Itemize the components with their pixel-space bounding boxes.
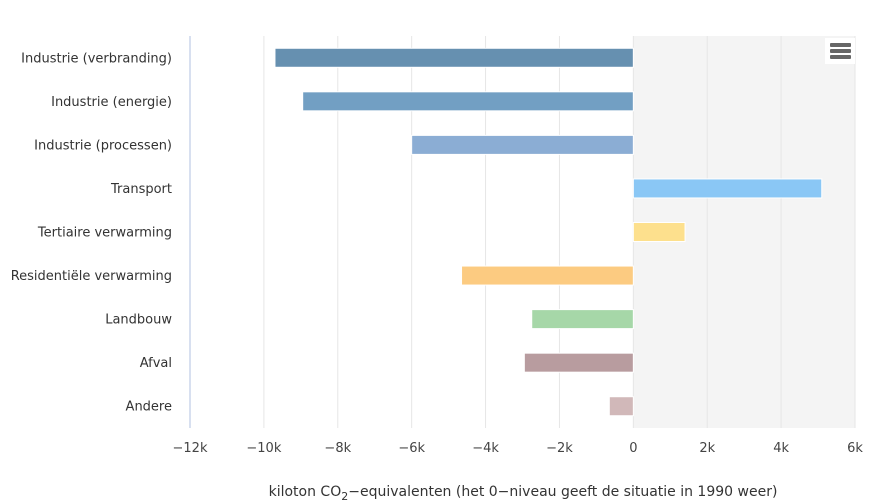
x-axis-title-rest: −equivalenten (het 0−niveau geeft de sit… [348, 484, 777, 500]
category-label: Industrie (verbranding) [21, 51, 172, 66]
x-tick-label: −8k [324, 441, 351, 456]
x-axis-title-main: kiloton CO [269, 484, 342, 500]
category-label: Andere [126, 400, 172, 415]
hamburger-menu-icon[interactable] [825, 38, 855, 64]
x-tick-label: 6k [847, 441, 863, 456]
x-tick-label: 4k [773, 441, 789, 456]
bar[interactable] [608, 396, 634, 417]
bar[interactable] [461, 265, 634, 286]
menu-line [830, 49, 851, 53]
category-label: Industrie (energie) [51, 95, 172, 110]
bars [274, 47, 823, 417]
menu-line [830, 43, 851, 47]
bar[interactable] [523, 352, 634, 373]
bar[interactable] [531, 309, 634, 330]
bar[interactable] [411, 134, 634, 155]
menu-line [830, 55, 851, 59]
x-tick-label: −10k [246, 441, 281, 456]
category-label: Transport [110, 182, 172, 197]
x-tick-label: 0 [629, 441, 637, 456]
x-tick-label: −12k [173, 441, 208, 456]
bar[interactable] [302, 91, 634, 112]
x-tick-label: −6k [398, 441, 425, 456]
bar[interactable] [274, 47, 634, 68]
x-tick-labels: −12k −10k −8k −6k −4k −2k 0 2k 4k 6k [173, 441, 864, 456]
category-labels: Industrie (verbranding) Industrie (energi… [11, 51, 173, 414]
x-axis-title: kiloton CO2−equivalenten (het 0−niveau g… [269, 484, 778, 502]
category-label: Afval [140, 356, 172, 371]
x-tick-label: −4k [472, 441, 499, 456]
category-label: Tertiaire verwarming [37, 226, 172, 241]
category-label: Residentiële verwarming [11, 269, 172, 284]
bar[interactable] [632, 222, 686, 242]
x-tick-label: 2k [699, 441, 715, 456]
x-tick-label: −2k [546, 441, 573, 456]
category-label: Landbouw [105, 313, 172, 328]
bar[interactable] [632, 178, 823, 199]
x-axis-title-subscript: 2 [341, 490, 348, 502]
category-label: Industrie (processen) [34, 138, 172, 153]
